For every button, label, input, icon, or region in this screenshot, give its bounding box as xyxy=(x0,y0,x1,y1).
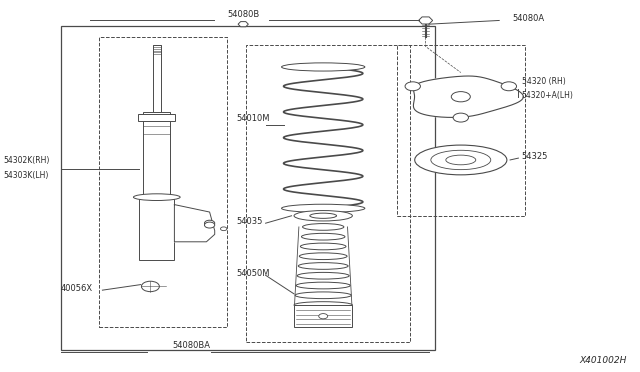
Text: 54080BA: 54080BA xyxy=(173,341,211,350)
Ellipse shape xyxy=(282,204,365,212)
Text: 54035: 54035 xyxy=(237,217,263,226)
Text: 54303K(LH): 54303K(LH) xyxy=(3,171,49,180)
Bar xyxy=(143,112,170,197)
Text: X401002H: X401002H xyxy=(580,356,627,365)
Circle shape xyxy=(501,82,516,91)
Bar xyxy=(140,197,174,260)
Text: 54320 (RH): 54320 (RH) xyxy=(522,77,565,86)
Text: 54325: 54325 xyxy=(522,152,548,161)
Bar xyxy=(61,26,435,350)
Ellipse shape xyxy=(301,233,345,240)
Ellipse shape xyxy=(297,272,349,279)
Circle shape xyxy=(205,222,215,228)
Bar xyxy=(138,114,175,121)
Circle shape xyxy=(141,281,159,292)
Circle shape xyxy=(453,113,468,122)
Ellipse shape xyxy=(296,282,350,289)
Polygon shape xyxy=(174,205,215,242)
Circle shape xyxy=(205,220,215,226)
Bar xyxy=(153,45,161,112)
Ellipse shape xyxy=(294,211,353,221)
Ellipse shape xyxy=(294,302,353,308)
Bar xyxy=(246,45,410,342)
Ellipse shape xyxy=(282,63,365,71)
Bar xyxy=(294,305,353,327)
Ellipse shape xyxy=(298,263,348,269)
Text: 54080A: 54080A xyxy=(512,14,544,23)
Ellipse shape xyxy=(310,213,337,218)
Ellipse shape xyxy=(134,194,180,201)
Bar xyxy=(99,37,227,327)
Circle shape xyxy=(220,227,227,231)
Circle shape xyxy=(405,82,420,91)
Ellipse shape xyxy=(300,243,346,250)
Text: 54050M: 54050M xyxy=(237,269,270,278)
Ellipse shape xyxy=(415,145,507,175)
Ellipse shape xyxy=(451,92,470,102)
Ellipse shape xyxy=(295,292,351,299)
Ellipse shape xyxy=(446,155,476,165)
Text: 40056X: 40056X xyxy=(61,284,93,293)
Ellipse shape xyxy=(303,224,344,230)
Text: 54302K(RH): 54302K(RH) xyxy=(3,156,49,165)
Text: 54320+A(LH): 54320+A(LH) xyxy=(522,91,573,100)
Circle shape xyxy=(319,314,328,319)
Text: 54010M: 54010M xyxy=(237,114,270,123)
Ellipse shape xyxy=(431,150,491,170)
Bar xyxy=(397,45,525,216)
Text: 54080B: 54080B xyxy=(227,10,259,19)
Ellipse shape xyxy=(300,253,347,260)
Polygon shape xyxy=(413,76,524,118)
